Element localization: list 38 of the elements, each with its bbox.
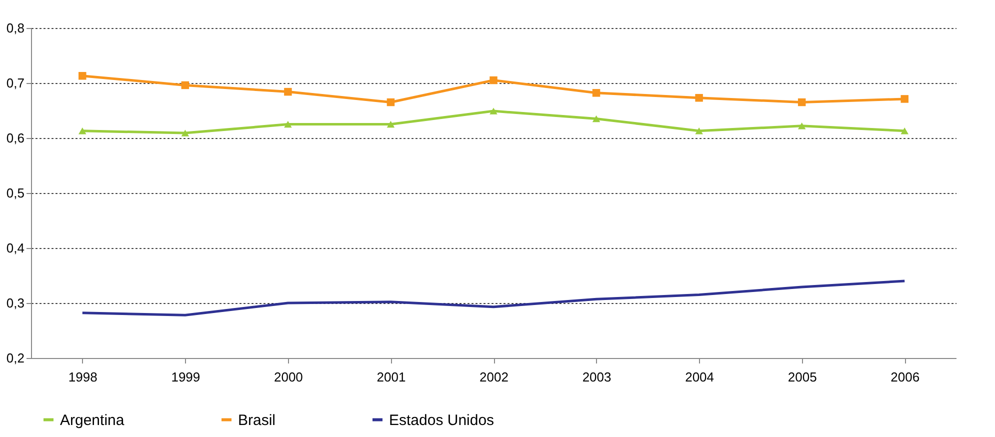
point	[78, 127, 86, 134]
point	[490, 76, 498, 84]
point	[695, 94, 703, 102]
point	[78, 72, 86, 80]
x-tick-label: 2005	[788, 370, 817, 384]
y-tick-label: 0,8	[6, 20, 24, 36]
x-tick-label: 2002	[480, 370, 508, 384]
point	[900, 95, 908, 103]
y-tick-label: 0,7	[6, 76, 24, 90]
point	[592, 89, 600, 97]
point	[900, 127, 908, 134]
point	[386, 98, 395, 106]
point	[181, 130, 190, 136]
point	[181, 81, 190, 90]
y-tick-label: 0,4	[6, 240, 24, 256]
y-tick-label: 0,5	[6, 186, 24, 200]
legend-label: Brasil	[238, 412, 276, 429]
x-tick-label: 2004	[685, 370, 714, 384]
y-tick-label: 0,6	[6, 130, 24, 146]
point	[386, 120, 395, 128]
point	[798, 122, 806, 130]
y-tick-label: 0,3	[6, 296, 24, 310]
point	[284, 120, 292, 128]
point	[490, 108, 498, 114]
x-tick-label: 1998	[68, 370, 98, 384]
legend-label: Estados Unidos	[389, 412, 494, 429]
x-tick-label: 2006	[890, 370, 920, 384]
point	[284, 88, 292, 96]
x-tick-label: 2001	[376, 370, 406, 384]
y-tick-label: 0,2	[6, 350, 24, 366]
x-tick-label: 2000	[274, 370, 303, 384]
point	[592, 115, 600, 122]
point	[695, 127, 703, 134]
x-tick-label: 1999	[171, 370, 200, 384]
x-tick-label: 2003	[582, 370, 612, 384]
legend-label: Argentina	[60, 412, 125, 429]
point	[798, 98, 806, 106]
line-series	[81, 280, 906, 316]
